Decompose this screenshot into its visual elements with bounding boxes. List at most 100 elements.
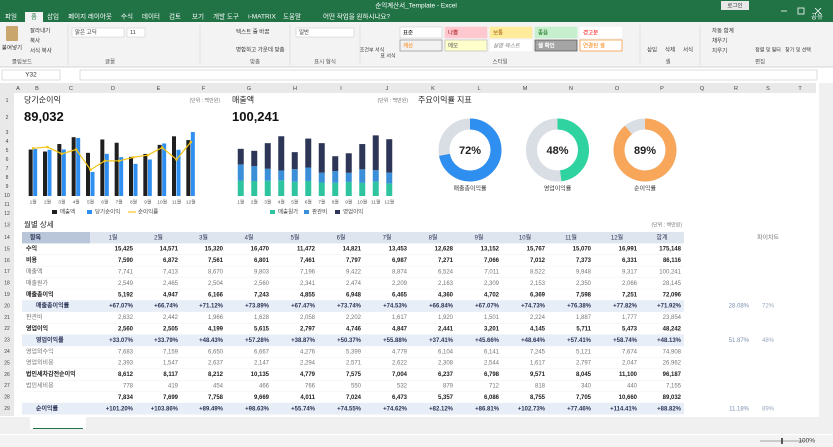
cell-value: 5,357 bbox=[438, 395, 454, 401]
bar bbox=[48, 150, 52, 196]
bar-segment bbox=[265, 181, 271, 196]
ribbon-button[interactable]: 찾기 및 선택 bbox=[785, 46, 811, 53]
cell-value: 15,320 bbox=[205, 247, 224, 253]
bar-segment bbox=[386, 139, 392, 172]
ribbon-button[interactable]: 서식 복사 bbox=[30, 46, 52, 54]
ribbon-button[interactable]: 서식 bbox=[683, 45, 693, 53]
cell-value: 7,758 bbox=[208, 395, 224, 401]
line-point bbox=[161, 146, 164, 149]
ribbon-button[interactable]: 복사 bbox=[30, 36, 40, 44]
ribbon-tab[interactable]: 보기 bbox=[192, 12, 204, 21]
ribbon-button[interactable]: 텍스트 줄 바꿈 bbox=[236, 27, 269, 35]
ribbon-tab[interactable]: 삽입 bbox=[47, 12, 59, 21]
ribbon-button[interactable]: 병합하고 가운데 맞춤 bbox=[236, 45, 285, 53]
column-title: 4월 bbox=[245, 233, 254, 241]
cell-style-label: 표준 bbox=[403, 29, 413, 36]
ribbon-button[interactable]: 잘라내기 bbox=[30, 26, 50, 34]
bar bbox=[119, 157, 123, 196]
cell-value: 7,674 bbox=[622, 349, 638, 355]
column-header: M bbox=[523, 86, 528, 92]
ribbon-button[interactable]: 삭제 bbox=[665, 45, 675, 53]
ribbon-button[interactable]: 붙여넣기 bbox=[2, 43, 22, 51]
vertical-scrollbar[interactable] bbox=[819, 83, 833, 418]
ribbon-group-label: 표시 형식 bbox=[314, 57, 336, 65]
pie-ratio: 72% bbox=[762, 304, 775, 310]
cell-value: 175,148 bbox=[659, 247, 681, 253]
cell-value: 6,166 bbox=[208, 292, 224, 298]
ribbon-button[interactable]: 삽입 bbox=[647, 45, 657, 53]
cell-value: 2,147 bbox=[254, 361, 270, 367]
cell-value: 2,560 bbox=[118, 326, 134, 332]
number-format: 일반 bbox=[299, 28, 309, 36]
cell-value: 8,522 bbox=[530, 269, 546, 275]
ribbon-tab[interactable]: 데이터 bbox=[142, 12, 160, 21]
cell-value: 7,461 bbox=[300, 258, 316, 264]
ribbon-tab[interactable]: 홈 bbox=[31, 12, 37, 21]
cell-value: 7,012 bbox=[530, 258, 546, 264]
cell-value: +74.62% bbox=[383, 406, 408, 412]
cell-value: 340 bbox=[581, 383, 592, 389]
cell-value: 4,779 bbox=[300, 372, 316, 378]
cell-value: 6,369 bbox=[530, 292, 546, 298]
cell-value: 1,617 bbox=[392, 315, 408, 321]
cell-value: 5,615 bbox=[254, 326, 270, 332]
cell-value: +67.47% bbox=[291, 304, 316, 310]
line-point bbox=[75, 148, 78, 151]
ribbon-button[interactable]: 자동 합계 bbox=[712, 26, 734, 34]
row-header: 22 bbox=[4, 326, 10, 332]
cell-value: 8,612 bbox=[118, 372, 134, 378]
ribbon-tab[interactable]: 검토 bbox=[169, 13, 181, 21]
ribbon-tab[interactable]: 페이지 레이아웃 bbox=[68, 12, 112, 21]
cell-value: 86,116 bbox=[663, 258, 682, 264]
column-title: 10월 bbox=[519, 233, 531, 241]
cell-value: 7,590 bbox=[118, 258, 134, 264]
ribbon-button[interactable]: 조건부 서식 bbox=[360, 46, 384, 53]
bar-segment bbox=[319, 183, 325, 196]
row-header: 5 bbox=[6, 148, 9, 154]
ribbon-tab[interactable]: 파일 bbox=[5, 12, 17, 21]
cell-value: 10,135 bbox=[251, 372, 270, 378]
name-box-text[interactable]: Y32 bbox=[25, 72, 37, 79]
bar bbox=[158, 145, 162, 196]
zoom-thumb[interactable] bbox=[781, 438, 783, 444]
legend-label: 영업이익 bbox=[343, 207, 363, 215]
kpi-value: 100,241 bbox=[232, 109, 279, 124]
ribbon-tab[interactable]: 도움말 bbox=[283, 13, 301, 21]
cell-value: 12,628 bbox=[435, 247, 454, 253]
cell-value: 74,908 bbox=[663, 349, 682, 355]
tell-me[interactable]: 어떤 작업을 원하시나요? bbox=[323, 12, 390, 21]
ribbon-button[interactable]: 표 서식 bbox=[380, 52, 395, 59]
cell-value: 7,245 bbox=[530, 349, 546, 355]
row-label: 판관비 bbox=[26, 313, 43, 321]
cell-value: 7,066 bbox=[484, 258, 500, 264]
ribbon-button[interactable]: 정렬 및 필터 bbox=[755, 46, 781, 53]
legend-marker bbox=[52, 210, 57, 214]
cell-value: 14,571 bbox=[160, 247, 179, 253]
pie-ratio: 48% bbox=[762, 338, 775, 344]
cell-value: +55.88% bbox=[383, 338, 408, 344]
cell-value: +101.20% bbox=[106, 406, 134, 412]
pie-ratio: 89% bbox=[762, 406, 775, 412]
x-tick-label: 11월 bbox=[172, 198, 181, 205]
ribbon-button[interactable]: 지우기 bbox=[712, 46, 727, 54]
cell-value: 7,699 bbox=[163, 395, 179, 401]
ribbon-button[interactable]: 채우기 bbox=[712, 36, 727, 44]
cell-value: +33.79% bbox=[154, 338, 179, 344]
column-header: G bbox=[247, 86, 251, 92]
ribbon-tab[interactable]: 수식 bbox=[121, 12, 133, 21]
ribbon-tab[interactable]: 개발 도구 bbox=[213, 12, 239, 21]
cell-value: 4,276 bbox=[300, 349, 316, 355]
bar-segment bbox=[332, 183, 338, 196]
x-tick-label: 3월 bbox=[58, 198, 65, 205]
cell-value: +82.12% bbox=[429, 406, 454, 412]
ribbon-tab[interactable]: i-MATRIX bbox=[248, 14, 276, 21]
bar-segment bbox=[359, 169, 365, 183]
cell-value: +45.66% bbox=[475, 338, 500, 344]
cell-value: 3,201 bbox=[484, 326, 500, 332]
active-sheet-tab[interactable] bbox=[30, 417, 86, 429]
login-button[interactable]: 로그인 bbox=[727, 2, 742, 9]
share-button[interactable]: 공유 bbox=[811, 13, 823, 21]
unit-label: (단위 : 백만원) bbox=[652, 221, 683, 228]
formula-input[interactable] bbox=[80, 70, 817, 80]
